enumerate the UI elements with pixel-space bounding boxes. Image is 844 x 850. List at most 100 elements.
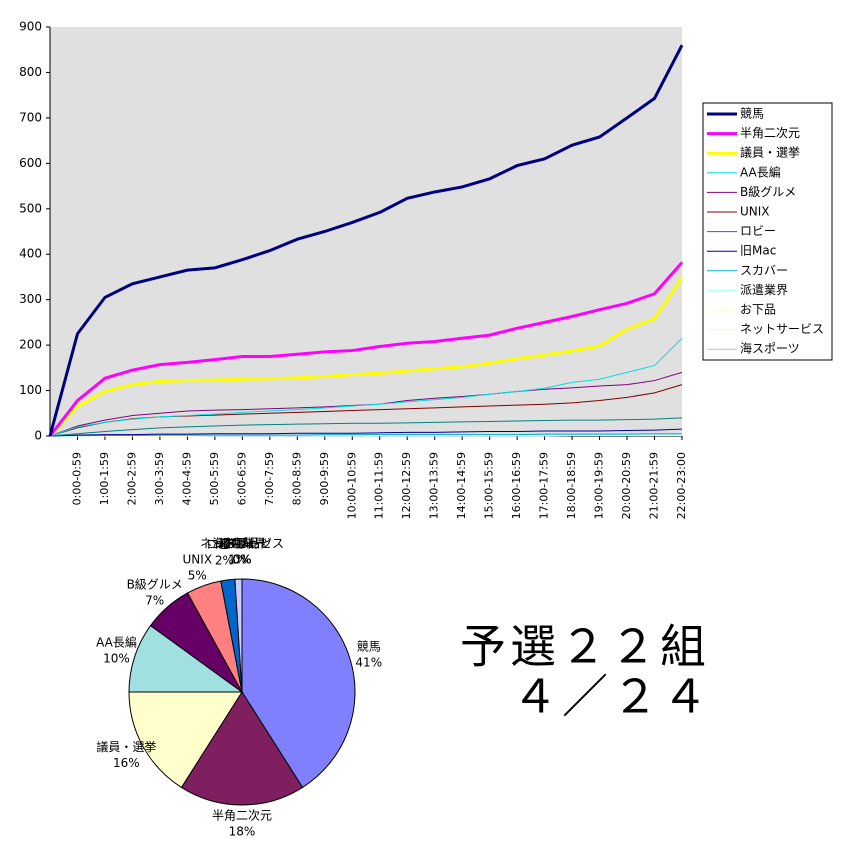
y-tick-label: 600 <box>19 156 42 170</box>
pie-label-value: 0% <box>232 553 251 567</box>
pie-label: スカバー 0% <box>218 537 266 567</box>
x-tick-label: 6:00-6:59 <box>235 452 248 505</box>
y-tick-label: 800 <box>19 65 42 79</box>
series-line <box>49 337 683 437</box>
legend-label: 競馬 <box>740 106 764 121</box>
pie-label-name: B級グルメ <box>127 577 183 591</box>
x-tick-label: 2:00-2:59 <box>125 452 138 505</box>
pie-slice <box>180 691 304 806</box>
pie-label-name: 派遣業界 <box>218 536 266 551</box>
legend-label: お下品 <box>740 303 776 317</box>
legend-label: スカバー <box>740 263 788 277</box>
x-tick-label: 8:00-8:59 <box>290 452 303 505</box>
pie-label: ネットサービス 0% <box>200 537 284 567</box>
pie-label-name: AA長編 <box>96 635 137 650</box>
pie-label: 競馬 41% <box>355 639 382 670</box>
series-line <box>49 428 683 437</box>
x-tick-label: 10:00-10:59 <box>345 452 358 519</box>
pie-label: AA長編 10% <box>96 635 137 666</box>
pie-label-value: 1% <box>228 553 247 567</box>
pie-label: 半角二次元 18% <box>212 809 272 839</box>
legend-label: 旧Mac <box>740 244 776 258</box>
pie-label-name: スカバー <box>218 537 266 551</box>
x-tick-label: 21:00-21:59 <box>648 452 661 519</box>
x-tick-label: 15:00-15:59 <box>483 452 496 519</box>
pie-slice <box>241 578 356 789</box>
pie-label-value: 0% <box>232 553 251 567</box>
pie-label-value: 0% <box>232 553 251 567</box>
y-tick-label: 700 <box>19 110 42 124</box>
legend-label: 半角二次元 <box>740 126 800 140</box>
x-tick-label: 0:00-0:59 <box>70 452 83 505</box>
series-line <box>48 44 684 437</box>
x-tick-label: 16:00-16:59 <box>510 452 523 519</box>
heading: ４／２４ <box>512 670 712 724</box>
pie-label-name: 旧Mac <box>219 537 255 551</box>
x-tick-label: 9:00-9:59 <box>318 452 331 505</box>
pie-label-value: 2% <box>215 554 234 568</box>
legend-label: AA長編 <box>740 164 781 179</box>
pie-label-name: お下品 <box>224 537 260 551</box>
pie-label-name: 半角二次元 <box>212 809 272 823</box>
series-line <box>49 417 683 437</box>
pie-label-value: 5% <box>188 568 207 582</box>
pie-label: 旧Mac 1% <box>219 537 255 567</box>
y-tick-label: 200 <box>19 338 42 352</box>
x-tick-label: 11:00-11:59 <box>373 452 386 519</box>
legend-label: UNIX <box>740 205 770 219</box>
legend-label: B級グルメ <box>740 185 796 199</box>
x-tick-label: 18:00-18:59 <box>565 452 578 519</box>
x-tick-label: 3:00-3:59 <box>153 452 166 505</box>
pie-label-value: 16% <box>113 756 140 770</box>
pie-label-value: 0% <box>232 553 251 567</box>
y-tick-label: 900 <box>19 20 42 34</box>
pie-label: B級グルメ 7% <box>127 577 183 607</box>
legend-label: 派遣業界 <box>740 282 788 297</box>
pie-label-value: 0% <box>232 553 251 567</box>
pie-label: お下品 0% <box>224 537 260 567</box>
pie-label-name: 議員・選挙 <box>96 740 156 754</box>
y-tick-label: 500 <box>19 201 42 215</box>
pie-label-name: ロビー <box>206 538 242 552</box>
pie-slice <box>128 624 244 693</box>
pie-label-name: ネットサービス <box>200 537 284 551</box>
x-tick-label: 4:00-4:59 <box>180 452 193 505</box>
pie-label-value: 18% <box>229 825 256 839</box>
x-tick-label: 17:00-17:59 <box>538 452 551 519</box>
pie-label-value: 7% <box>145 593 164 607</box>
heading: 予選２２組 <box>460 620 710 674</box>
legend-label: ロビー <box>740 224 776 238</box>
legend-label: 海スポーツ <box>740 341 800 356</box>
pie-slice <box>128 691 243 789</box>
x-tick-label: 7:00-7:59 <box>263 452 276 505</box>
series-line <box>48 261 684 437</box>
pie-label-value: 41% <box>355 656 382 670</box>
series-line <box>49 433 682 437</box>
x-tick-label: 13:00-13:59 <box>428 452 441 519</box>
legend-label: ネットサービス <box>740 322 824 336</box>
legend-label: 議員・選挙 <box>740 146 800 160</box>
pie-slice <box>234 578 243 693</box>
pie-label: ロビー 2% <box>206 538 242 568</box>
pie-label-value: 10% <box>103 652 130 666</box>
y-tick-label: 100 <box>19 383 42 397</box>
y-tick-label: 0 <box>34 429 42 443</box>
pie-label: 海スポーツ 0% <box>212 536 272 567</box>
x-tick-label: 22:00-23:00 <box>675 452 688 519</box>
x-tick-label: 20:00-20:59 <box>620 452 633 519</box>
plot-area <box>50 27 682 436</box>
pie-label: UNIX 5% <box>183 552 213 582</box>
x-tick-label: 5:00-5:59 <box>208 452 221 505</box>
pie-label-name: 競馬 <box>357 639 381 654</box>
y-tick-label: 300 <box>19 292 42 306</box>
x-tick-label: 1:00-1:59 <box>98 452 111 505</box>
x-tick-label: 14:00-14:59 <box>455 452 468 519</box>
series-line <box>48 277 684 438</box>
y-tick-label: 400 <box>19 247 42 261</box>
x-tick-label: 19:00-19:59 <box>593 452 606 519</box>
x-tick-label: 12:00-12:59 <box>400 452 413 519</box>
pie-label: 議員・選挙 16% <box>96 740 156 770</box>
pie-label-name: 海スポーツ <box>212 536 272 551</box>
pie-label: 派遣業界 0% <box>218 536 266 567</box>
